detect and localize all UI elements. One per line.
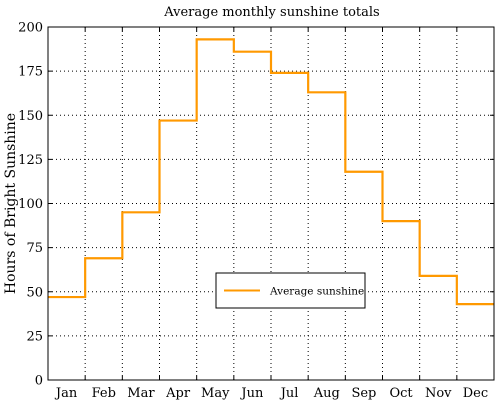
x-tick-label: Jul (279, 386, 299, 401)
y-tick-label: 75 (26, 241, 43, 256)
x-tick-label: Oct (389, 386, 413, 401)
y-tick-label: 100 (18, 197, 43, 212)
axis-ticks: 0 25 50 75 100 125 150 175 200 Jan Feb Mar Apr May Jun… (18, 21, 494, 401)
y-axis-label: Hours of Bright Sunshine (3, 113, 19, 294)
chart-title: Average monthly sunshine totals (163, 5, 379, 20)
x-tick-label: Aug (313, 386, 340, 401)
x-tick-label: Sep (351, 386, 376, 401)
series-line (48, 38, 494, 306)
x-tick-label: Jan (54, 386, 78, 401)
x-tick-label: Nov (425, 386, 452, 401)
y-tick-label: 175 (18, 65, 43, 80)
y-tick-label: 0 (35, 374, 43, 389)
y-tick-label: 50 (26, 285, 43, 300)
y-tick-label: 25 (26, 329, 43, 344)
y-tick-label: 125 (18, 153, 43, 168)
legend-label: Average sunshine (269, 286, 364, 298)
y-tick-label: 200 (18, 21, 43, 36)
x-tick-label: Feb (92, 386, 116, 401)
legend: Average sunshine (215, 272, 366, 309)
y-tick-label: 150 (18, 109, 43, 124)
x-tick-label: Dec (463, 386, 488, 401)
x-tick-label: May (201, 386, 230, 401)
x-tick-label: Mar (127, 386, 155, 401)
series-layer (48, 38, 494, 306)
grid-lines (48, 27, 494, 380)
x-tick-label: Jun (239, 386, 264, 401)
x-tick-label: Apr (165, 386, 191, 401)
